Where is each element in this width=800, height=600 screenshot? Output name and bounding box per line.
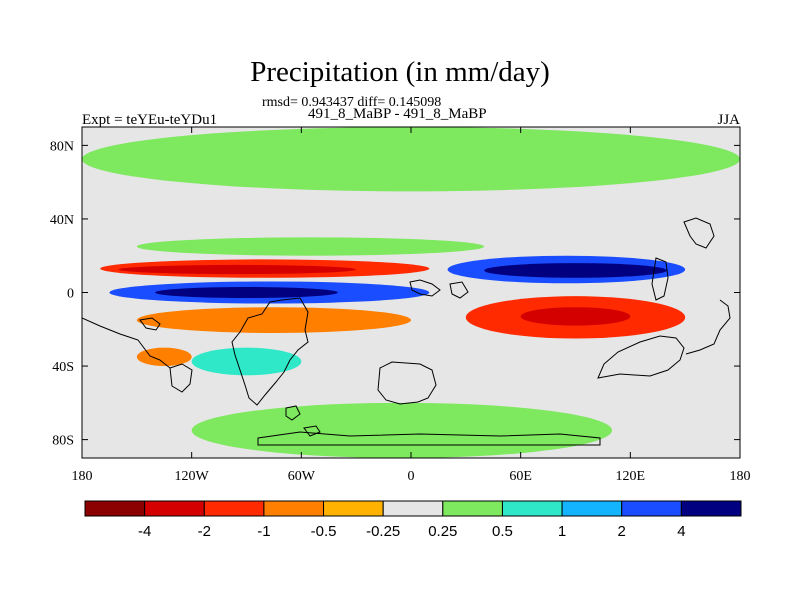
colorbar-label: -0.25 xyxy=(366,523,400,540)
x-tick-label: 180 xyxy=(72,469,93,484)
colorbar-label: -1 xyxy=(257,523,270,540)
field-south-tropical-dry-band xyxy=(136,307,412,333)
coastline-south-island xyxy=(285,405,301,421)
colorbar-swatch xyxy=(621,500,682,517)
chart-title: Precipitation (in mm/day) xyxy=(250,56,550,88)
field-equatorial-strong-wet xyxy=(155,286,338,299)
colorbar-label: -2 xyxy=(198,523,211,540)
colorbar-label: 0.5 xyxy=(492,523,513,540)
x-tick-label: 0 xyxy=(408,469,415,484)
coastline-pacific-west xyxy=(82,317,171,369)
colorbar-swatch xyxy=(382,500,444,517)
coastline-central-america xyxy=(169,363,193,393)
coastline-south-america xyxy=(231,297,309,406)
colorbar-label: 2 xyxy=(618,523,626,540)
field-southern-high-latitude-wet xyxy=(191,402,613,458)
colorbar-label: -4 xyxy=(138,523,151,540)
colorbar-swatch xyxy=(501,500,563,517)
stats-line: rmsd= 0.943437 diff= 0.145098 xyxy=(262,95,442,110)
coastline-arabia xyxy=(449,281,469,299)
coastline-greenland xyxy=(409,279,441,297)
x-tick-label: 120W xyxy=(175,469,210,484)
colorbar-swatch xyxy=(144,500,205,517)
field-northern-high-latitude-wet xyxy=(82,127,740,192)
colorbar-swatch xyxy=(561,500,623,517)
colorbar-swatch xyxy=(323,500,384,517)
coastline-australia xyxy=(597,335,685,379)
season-label: JJA xyxy=(717,112,740,128)
map-axes: 180 120W 60W 0 60E 120E 180 80N 40N 0 40S 80S xyxy=(50,127,751,484)
y-tick-label: 40N xyxy=(50,213,74,228)
x-tick-label: 180 xyxy=(730,469,751,484)
colorbar-swatch xyxy=(84,500,146,517)
x-tick-label: 120E xyxy=(616,469,646,484)
coastline-southern-ocean-island xyxy=(303,425,321,437)
coastline-pacific-east xyxy=(685,299,731,355)
colorbar-label: 4 xyxy=(677,523,685,540)
field-south-pacific-wet xyxy=(191,347,302,376)
coastlines xyxy=(82,217,731,446)
colorbar-label: 0.25 xyxy=(428,523,457,540)
colorbar-label: 1 xyxy=(558,523,566,540)
field-east-hemisphere-strong-wet xyxy=(484,263,667,278)
y-tick-label: 80S xyxy=(52,434,74,449)
colorbar-swatch xyxy=(442,500,503,517)
colorbar-swatch xyxy=(203,500,265,517)
colorbar-swatch xyxy=(263,500,325,517)
contour-fields xyxy=(82,127,740,458)
coastline-africa xyxy=(377,361,437,405)
coastline-indonesia xyxy=(651,257,669,301)
y-tick-label: 40S xyxy=(52,360,74,375)
field-south-atlantic-dry xyxy=(136,347,192,367)
coastline-north-atlantic xyxy=(139,317,161,331)
chart-subtitle: 491_8_MaBP - 491_8_MaBP xyxy=(308,106,487,122)
experiment-label: Expt = teYEu-teYDu1 xyxy=(82,112,218,128)
coastline-japan xyxy=(683,217,715,249)
y-tick-label: 80N xyxy=(50,139,74,154)
colorbar: -4 -2 -1 -0.5 -0.25 0.25 0.5 1 2 4 xyxy=(84,500,742,540)
y-tick-label: 0 xyxy=(67,287,74,302)
x-tick-label: 60E xyxy=(509,469,532,484)
colorbar-swatch xyxy=(680,500,742,517)
field-east-hemisphere-strong-dry xyxy=(520,307,631,326)
field-north-subtropical-wet-band xyxy=(136,237,485,256)
coastline-antarctica xyxy=(257,431,601,446)
field-north-tropical-strong-dry xyxy=(118,264,357,275)
x-tick-label: 60W xyxy=(288,469,316,484)
colorbar-label: -0.5 xyxy=(311,523,337,540)
